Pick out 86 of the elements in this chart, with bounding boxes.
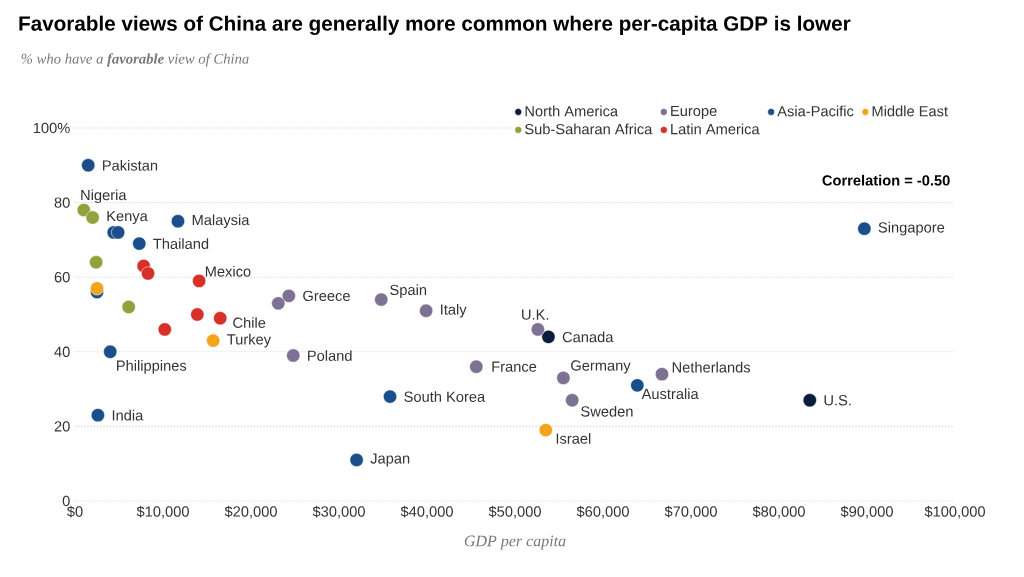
annotation: Australia xyxy=(641,388,699,400)
annotation: Singapore xyxy=(878,221,945,236)
annotation: Correlation = -0.50 xyxy=(822,174,950,186)
point xyxy=(132,236,147,251)
annotation: Sweden xyxy=(581,405,633,417)
annotation: U.K. xyxy=(522,309,549,320)
annotation: Philippines xyxy=(117,360,187,374)
point xyxy=(192,273,207,288)
annotation: Greece xyxy=(303,290,350,302)
point xyxy=(538,423,553,438)
annotation: Poland xyxy=(308,350,352,361)
annotation: Malaysia xyxy=(192,214,250,229)
annotation: Mexico xyxy=(205,265,251,277)
y-tick-label: 20 xyxy=(54,421,70,432)
point xyxy=(469,359,484,374)
point xyxy=(103,344,118,359)
point xyxy=(802,393,817,408)
point xyxy=(349,453,364,467)
annotation: Japan xyxy=(370,453,410,467)
annotation: Thailand xyxy=(153,238,209,250)
chart-subtitle: % who have a favorable view of China xyxy=(21,53,249,67)
point xyxy=(565,393,580,408)
x-tick-label: $80,000 xyxy=(752,505,805,519)
annotation: Chile xyxy=(233,317,266,328)
annotation: Israel xyxy=(556,433,591,444)
legend-label: Latin America xyxy=(671,123,760,135)
legend-label: North America xyxy=(525,105,619,117)
annotation: South Korea xyxy=(404,391,486,402)
x-tick-label: $0 xyxy=(67,505,83,518)
annotation: Canada xyxy=(562,331,614,343)
annotation: Nigeria xyxy=(81,189,127,204)
annotation: Spain xyxy=(390,284,427,298)
point xyxy=(141,266,155,281)
y-tick-label: 0 xyxy=(62,495,70,507)
x-tick-label: $60,000 xyxy=(576,505,629,519)
annotation: India xyxy=(112,409,144,421)
annotation: Italy xyxy=(441,303,467,318)
point xyxy=(383,389,397,404)
point xyxy=(556,370,571,385)
point xyxy=(121,300,136,314)
point xyxy=(271,296,286,311)
y-tick-label: 80 xyxy=(54,197,70,208)
point xyxy=(857,221,872,236)
x-tick-label: $100,000 xyxy=(924,505,985,519)
y-tick-label: 60 xyxy=(54,272,70,283)
annotation: Germany xyxy=(571,360,631,374)
x-tick-label: $40,000 xyxy=(400,505,453,519)
annotation: France xyxy=(492,361,537,372)
annotation: Kenya xyxy=(107,210,148,225)
annotation: Pakistan xyxy=(103,159,158,171)
point xyxy=(281,288,296,303)
x-tick-label: $90,000 xyxy=(840,505,893,519)
point xyxy=(655,367,669,382)
x-tick-label: $10,000 xyxy=(136,505,189,519)
point xyxy=(213,311,228,326)
point xyxy=(85,210,100,225)
point xyxy=(530,322,545,337)
point xyxy=(76,203,91,217)
x-tick-label: $50,000 xyxy=(488,505,541,519)
annotation: U.S. xyxy=(824,395,851,406)
point xyxy=(541,329,556,344)
point xyxy=(90,281,104,296)
point xyxy=(89,255,104,270)
point xyxy=(171,214,185,229)
point xyxy=(286,348,301,363)
legend-label: Sub-Saharan Africa xyxy=(525,123,653,135)
x-axis-title: GDP per capita xyxy=(464,535,566,550)
point xyxy=(157,322,172,337)
point xyxy=(190,307,205,322)
legend-label: Asia-Pacific xyxy=(777,105,854,117)
x-tick-label: $20,000 xyxy=(224,505,277,519)
annotation: Netherlands xyxy=(672,361,751,373)
y-tick-label: 100% xyxy=(33,122,70,134)
chart-title: Favorable views of China are generally more common where per-capita GDP is lower xyxy=(19,15,851,35)
point xyxy=(419,303,434,318)
legend-label: Europe xyxy=(671,105,717,120)
legend-label: Middle East xyxy=(872,105,948,117)
y-tick-label: 40 xyxy=(54,346,70,357)
point xyxy=(374,292,389,307)
point xyxy=(111,225,126,240)
x-tick-label: $30,000 xyxy=(312,505,365,519)
point xyxy=(81,158,96,173)
point xyxy=(90,408,105,423)
point xyxy=(206,333,221,348)
x-tick-label: $70,000 xyxy=(664,505,717,519)
annotation: Turkey xyxy=(227,333,272,348)
